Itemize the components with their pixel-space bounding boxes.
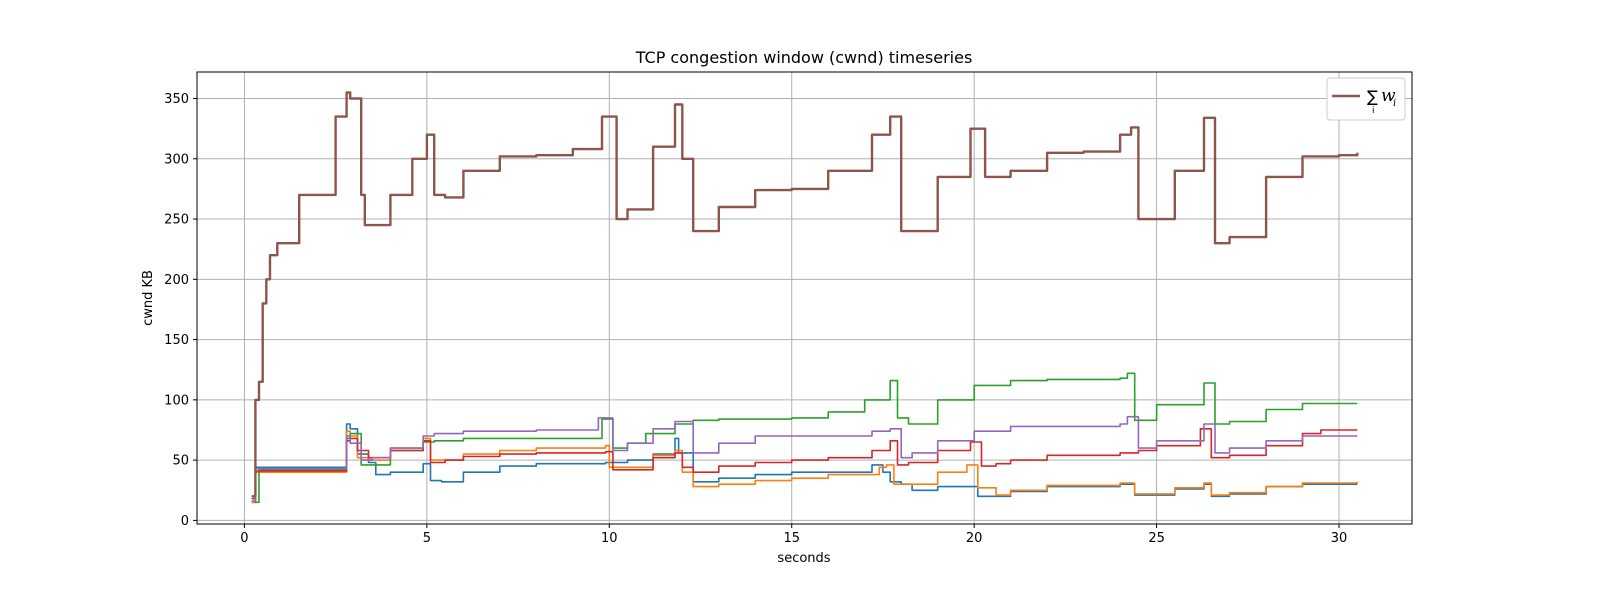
- y-tick-label-0: 0: [181, 514, 189, 529]
- x-tick-label-3: 15: [783, 531, 800, 546]
- y-tick-label-1: 50: [172, 454, 189, 469]
- legend-var: w: [1381, 86, 1396, 106]
- x-tick-label-6: 30: [1331, 531, 1348, 546]
- plot-frame: [196, 71, 1413, 525]
- series-line-sum: [251, 91, 1359, 498]
- x-tick-label-5: 25: [1148, 531, 1165, 546]
- y-ticks: 0 50 100 150 200 250 300 350: [164, 92, 197, 529]
- y-tick-label-6: 300: [164, 152, 189, 167]
- legend-var-index: i: [1393, 98, 1396, 109]
- x-tick-label-0: 0: [240, 531, 248, 546]
- y-tick-label-4: 200: [164, 273, 189, 288]
- legend: ∑ i w i: [1326, 77, 1406, 121]
- chart-title: TCP congestion window (cwnd) timeseries: [635, 48, 973, 67]
- y-tick-label-3: 150: [164, 333, 189, 348]
- y-tick-label-2: 100: [164, 393, 189, 408]
- series-line-3: [251, 372, 1358, 504]
- grid: [197, 72, 1412, 524]
- x-ticks: 0 5 10 15 20 25 30: [240, 524, 1347, 546]
- x-tick-label-4: 20: [966, 531, 983, 546]
- series-layer: [251, 91, 1359, 504]
- series-line-5: [251, 415, 1358, 502]
- x-tick-label-1: 5: [423, 531, 431, 546]
- series-line-1: [251, 423, 1358, 504]
- series-line-2: [251, 430, 1359, 504]
- y-tick-label-5: 250: [164, 213, 189, 228]
- legend-box: [1326, 77, 1406, 121]
- legend-sum-index: i: [1372, 106, 1375, 116]
- x-tick-label-2: 10: [601, 531, 618, 546]
- legend-sum-symbol: ∑: [1367, 87, 1378, 106]
- y-axis-label: cwnd KB: [141, 270, 156, 326]
- x-axis-label: seconds: [777, 551, 830, 566]
- y-tick-label-7: 350: [164, 92, 189, 107]
